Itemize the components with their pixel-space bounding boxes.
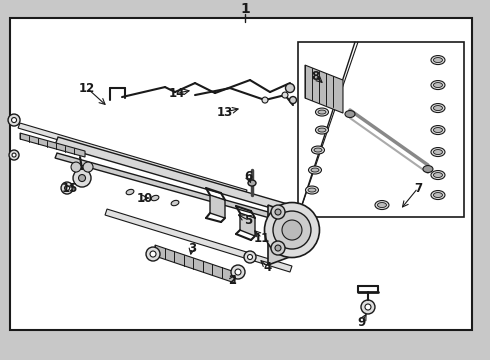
Polygon shape (305, 65, 343, 113)
Ellipse shape (312, 146, 324, 154)
Ellipse shape (377, 203, 387, 207)
Circle shape (65, 185, 70, 190)
Circle shape (361, 300, 375, 314)
Ellipse shape (431, 104, 445, 113)
Circle shape (271, 241, 285, 255)
Polygon shape (155, 245, 235, 283)
Ellipse shape (151, 195, 159, 201)
Circle shape (271, 205, 285, 219)
Text: 5: 5 (244, 213, 252, 226)
Ellipse shape (318, 128, 326, 132)
Ellipse shape (375, 201, 389, 210)
Circle shape (9, 150, 19, 160)
Circle shape (61, 182, 73, 194)
Ellipse shape (318, 110, 326, 114)
Ellipse shape (434, 127, 442, 132)
Circle shape (235, 269, 241, 275)
Circle shape (12, 153, 16, 157)
Text: 13: 13 (217, 105, 233, 118)
Polygon shape (55, 153, 297, 225)
Ellipse shape (126, 189, 134, 195)
Ellipse shape (248, 180, 256, 186)
Text: 7: 7 (414, 181, 422, 194)
Ellipse shape (434, 193, 442, 198)
Ellipse shape (314, 148, 322, 152)
Text: 9: 9 (358, 315, 366, 329)
Ellipse shape (434, 105, 442, 111)
Polygon shape (210, 195, 225, 218)
Ellipse shape (431, 55, 445, 64)
Circle shape (231, 265, 245, 279)
Polygon shape (18, 123, 247, 195)
Ellipse shape (431, 171, 445, 180)
Circle shape (282, 92, 288, 98)
Text: 11: 11 (254, 231, 270, 244)
Circle shape (290, 96, 296, 104)
Ellipse shape (345, 111, 355, 118)
Text: 6: 6 (244, 170, 252, 183)
Circle shape (73, 169, 91, 187)
Ellipse shape (423, 166, 433, 172)
Text: 8: 8 (311, 69, 319, 82)
Circle shape (247, 255, 252, 260)
Ellipse shape (171, 201, 179, 206)
Text: 3: 3 (188, 242, 196, 255)
Polygon shape (240, 213, 255, 236)
Ellipse shape (311, 168, 319, 172)
Circle shape (286, 84, 294, 93)
Bar (298, 42, 464, 217)
Circle shape (365, 304, 371, 310)
Circle shape (8, 114, 20, 126)
Circle shape (262, 97, 268, 103)
Circle shape (244, 251, 256, 263)
Text: 14: 14 (169, 86, 185, 100)
Ellipse shape (316, 126, 328, 134)
Bar (10, 18, 472, 330)
Polygon shape (105, 209, 292, 272)
Circle shape (146, 247, 160, 261)
Ellipse shape (431, 126, 445, 135)
Ellipse shape (431, 148, 445, 157)
Circle shape (71, 162, 81, 172)
Polygon shape (268, 205, 295, 265)
Ellipse shape (434, 58, 442, 63)
Polygon shape (55, 137, 298, 215)
Text: 15: 15 (62, 181, 78, 194)
Ellipse shape (316, 108, 328, 116)
Circle shape (275, 209, 281, 215)
Text: 2: 2 (228, 274, 236, 287)
Ellipse shape (273, 211, 311, 249)
Circle shape (12, 118, 17, 122)
Ellipse shape (434, 149, 442, 154)
Ellipse shape (431, 81, 445, 90)
Ellipse shape (282, 220, 302, 240)
Ellipse shape (431, 190, 445, 199)
Circle shape (275, 245, 281, 251)
Ellipse shape (434, 172, 442, 177)
Circle shape (83, 162, 93, 172)
Circle shape (150, 251, 156, 257)
Ellipse shape (309, 166, 321, 174)
Circle shape (78, 175, 86, 181)
Ellipse shape (434, 82, 442, 87)
Text: 10: 10 (137, 192, 153, 204)
Ellipse shape (265, 203, 319, 257)
Text: 4: 4 (264, 261, 272, 274)
Text: 12: 12 (79, 82, 95, 95)
Ellipse shape (308, 188, 316, 192)
Ellipse shape (305, 186, 318, 194)
Text: 1: 1 (240, 2, 250, 16)
Polygon shape (20, 133, 85, 157)
